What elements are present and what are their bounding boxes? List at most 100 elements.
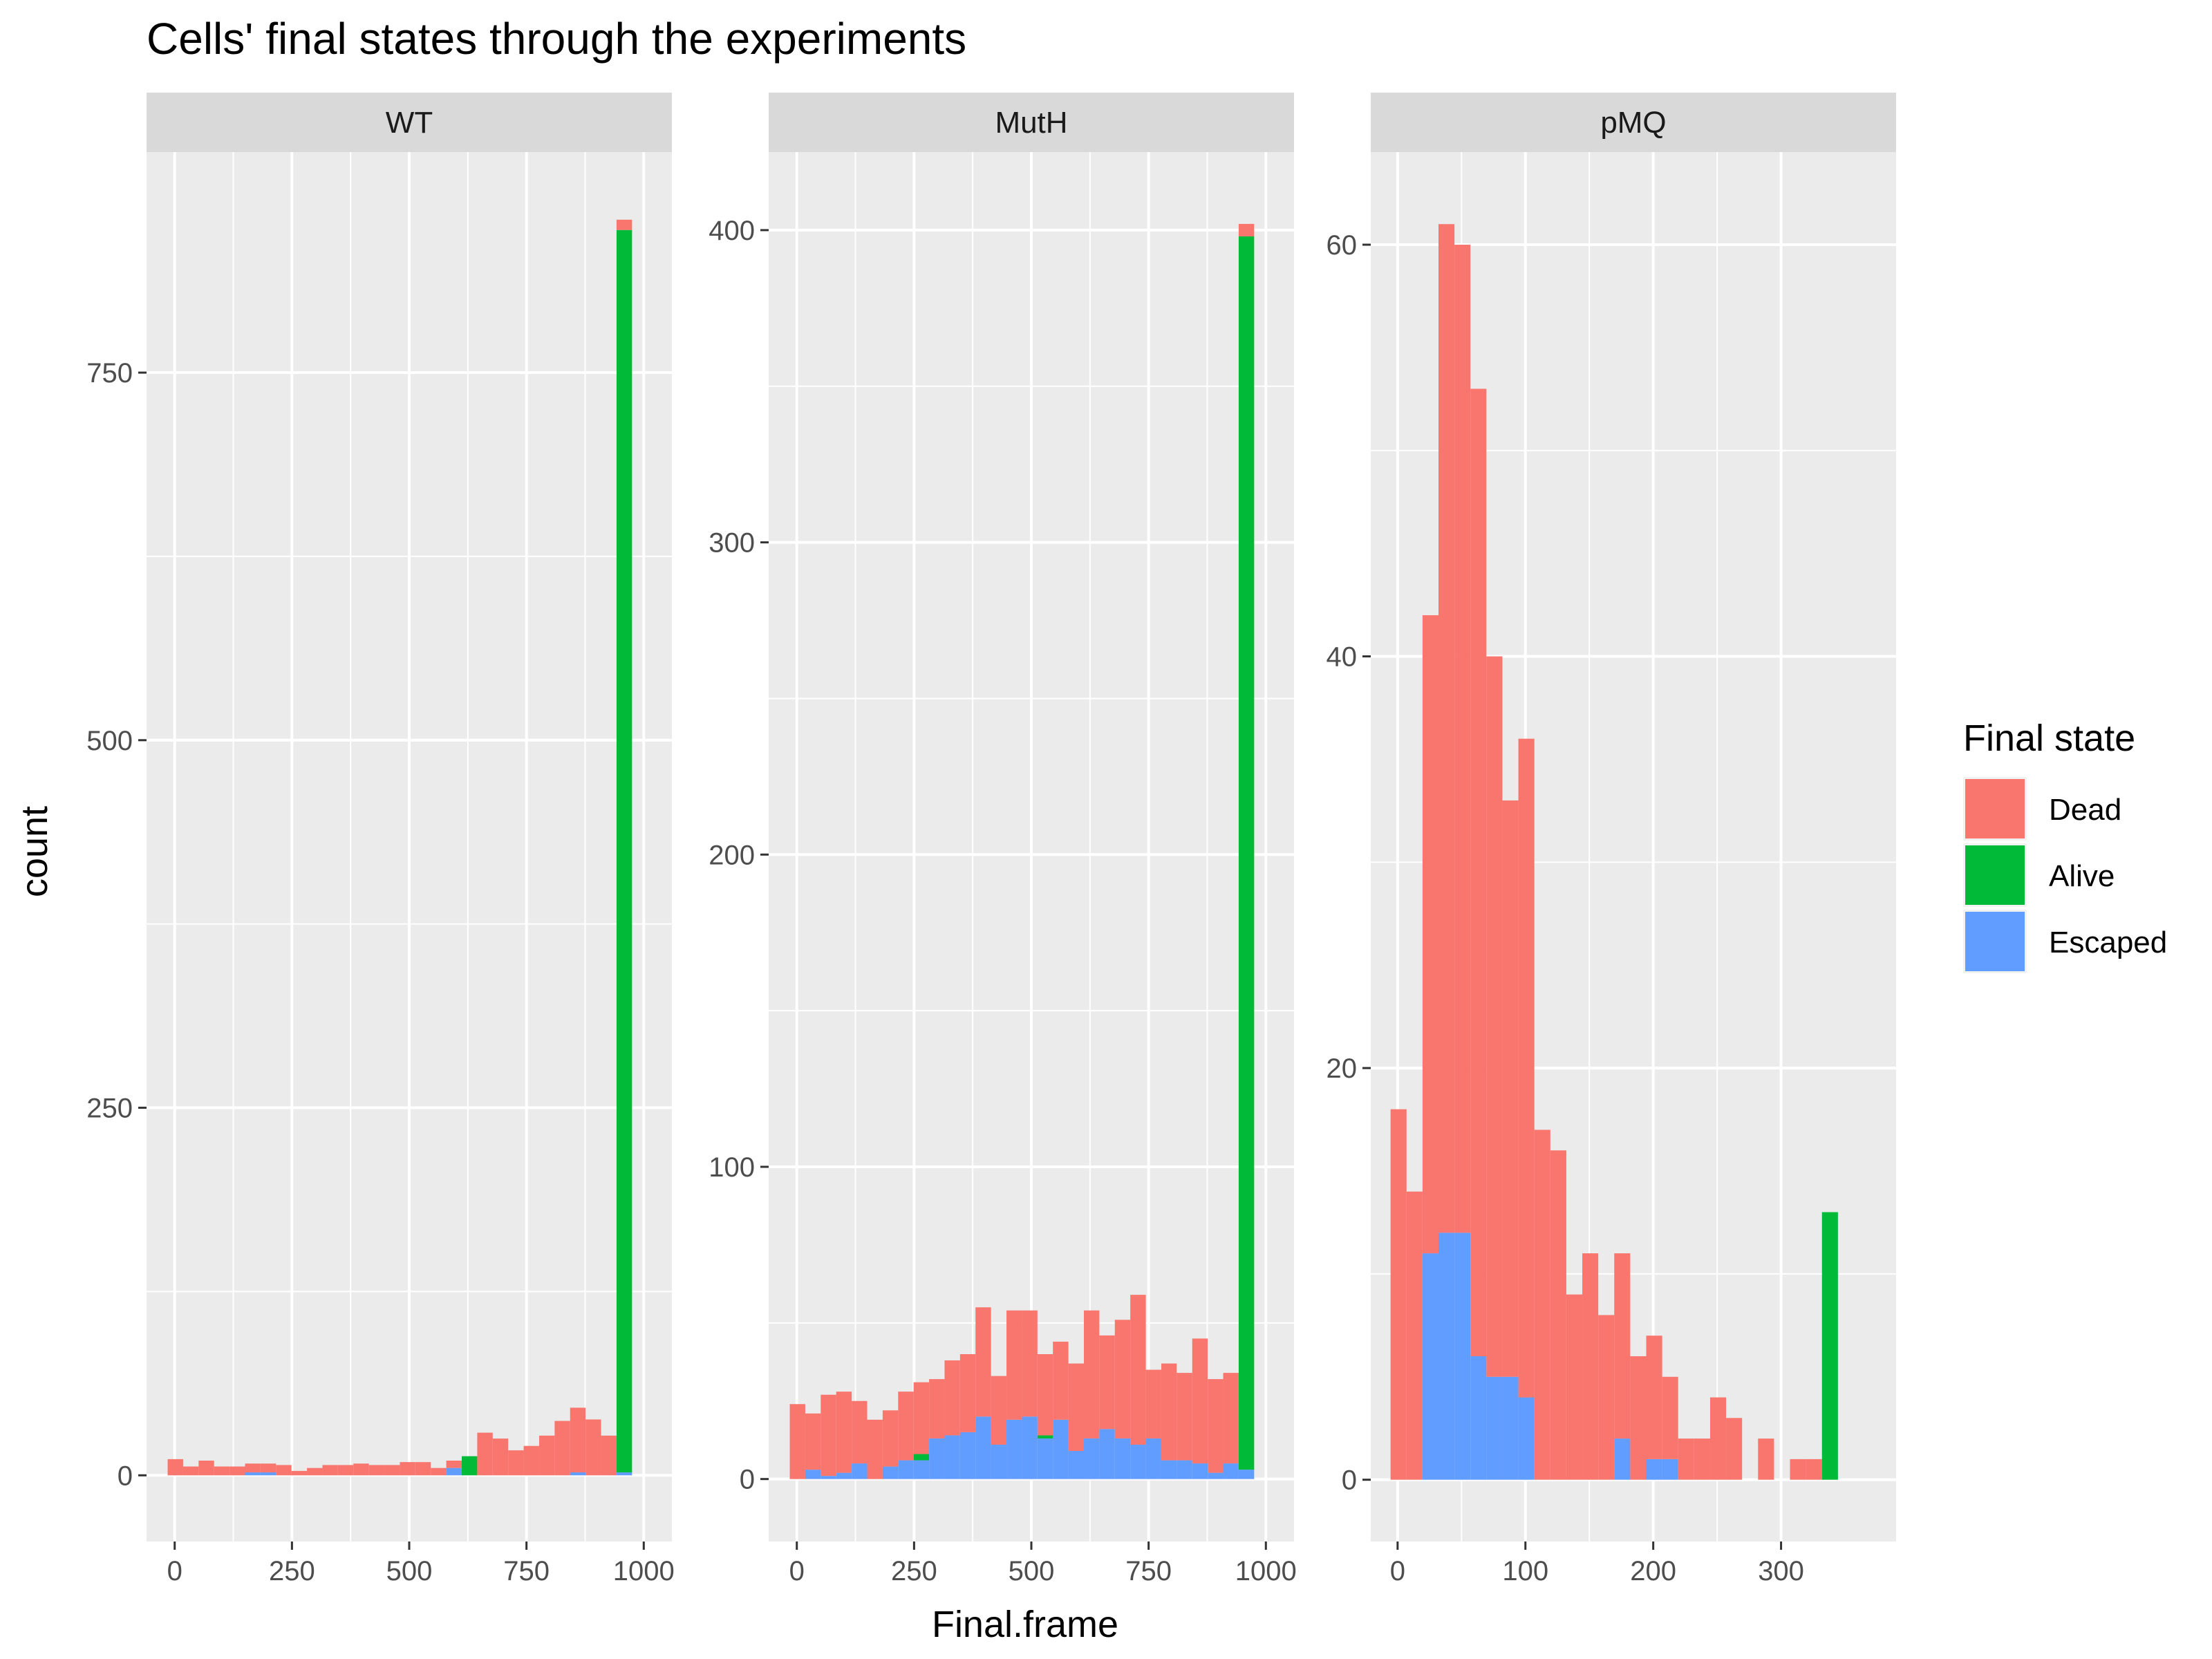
bar-escaped [1223, 1463, 1239, 1479]
bar-dead [975, 1307, 991, 1417]
x-tick-label: 250 [269, 1556, 315, 1586]
bar-dead [322, 1465, 338, 1476]
bar-escaped [1454, 1232, 1471, 1480]
bar-dead [821, 1394, 836, 1477]
bar-escaped [821, 1476, 836, 1479]
x-tick-label: 250 [891, 1556, 937, 1586]
y-tick-label: 500 [86, 726, 133, 756]
bar-escaped [1422, 1253, 1439, 1480]
bar-dead [508, 1450, 524, 1476]
bar-dead [1084, 1310, 1100, 1438]
bar-dead [867, 1419, 883, 1479]
bar-dead [1022, 1310, 1038, 1417]
bar-dead [1502, 800, 1519, 1377]
bar-dead [585, 1419, 601, 1476]
bar-escaped [944, 1435, 960, 1479]
x-tick-label: 0 [789, 1556, 805, 1586]
bar-escaped [1192, 1463, 1208, 1479]
bar-alive [913, 1454, 930, 1461]
bar-escaped [616, 1472, 632, 1476]
bar-dead [1208, 1379, 1224, 1473]
bar-dead [229, 1466, 245, 1476]
bar-dead [1582, 1253, 1599, 1480]
bar-alive [1821, 1212, 1838, 1480]
bar-escaped [882, 1466, 899, 1479]
bar-dead [913, 1382, 930, 1454]
bar-dead [1422, 615, 1439, 1254]
bar-dead [1550, 1150, 1566, 1480]
bar-escaped [1646, 1459, 1662, 1480]
bar-dead [353, 1463, 369, 1476]
bar-escaped [1006, 1419, 1022, 1479]
x-tick-label: 500 [386, 1556, 433, 1586]
bar-dead [1566, 1294, 1583, 1480]
bar-escaped [1068, 1451, 1084, 1479]
bar-dead [1486, 656, 1503, 1377]
bar-dead [384, 1465, 400, 1476]
x-tick-label: 200 [1630, 1556, 1676, 1586]
bar-dead [1223, 1373, 1239, 1464]
bar-escaped [1099, 1429, 1115, 1479]
bar-dead [1662, 1376, 1678, 1459]
legend-label-escaped: Escaped [2049, 926, 2167, 959]
facet-wt: WT 0 250 500 750 0 250 500 750 1000 [86, 93, 675, 1586]
bar-escaped [1114, 1438, 1131, 1479]
facet-strip [769, 93, 1294, 152]
x-axis-title: Final.frame [932, 1604, 1118, 1645]
bar-escaped [1238, 1470, 1255, 1479]
facet-strip-label: WT [386, 106, 433, 140]
bar-dead [1709, 1397, 1727, 1480]
bar-dead [1678, 1438, 1694, 1480]
bar-escaped [805, 1470, 821, 1479]
x-tick-label: 0 [167, 1556, 182, 1586]
bar-dead [1006, 1310, 1022, 1420]
bar-escaped [991, 1444, 1007, 1479]
bar-dead [260, 1463, 276, 1473]
bar-dead [570, 1407, 586, 1473]
bar-dead [1470, 388, 1487, 1356]
bar-escaped [836, 1472, 852, 1479]
bar-escaped [1130, 1444, 1146, 1479]
legend-swatch-dead [1965, 779, 2025, 838]
bar-escaped [1177, 1460, 1192, 1479]
bar-dead [1053, 1341, 1069, 1420]
bar-dead [1518, 738, 1535, 1398]
bar-dead [1390, 1109, 1407, 1480]
bar-escaped [1145, 1438, 1161, 1479]
bar-dead [1238, 223, 1255, 236]
bar-escaped [1053, 1419, 1069, 1479]
bar-dead [400, 1462, 415, 1476]
facet-strip [147, 93, 672, 152]
bar-dead [245, 1463, 261, 1473]
bar-dead [1130, 1295, 1146, 1445]
bar-escaped [959, 1432, 976, 1479]
facet-strip-label: pMQ [1600, 106, 1666, 140]
bar-dead [307, 1468, 323, 1476]
bar-dead [805, 1413, 821, 1470]
bar-dead [944, 1360, 960, 1436]
bar-escaped [1662, 1459, 1678, 1480]
bar-dead [446, 1461, 462, 1468]
bar-dead [291, 1470, 308, 1476]
bar-escaped [929, 1438, 945, 1479]
bar-escaped [975, 1416, 991, 1479]
bar-dead [538, 1435, 555, 1476]
bar-escaped [446, 1468, 462, 1476]
y-tick-label: 60 [1327, 230, 1358, 261]
bar-dead [898, 1391, 914, 1461]
y-tick-label: 40 [1327, 642, 1358, 673]
x-tick-label: 750 [1125, 1556, 1172, 1586]
bar-dead [1099, 1335, 1115, 1430]
facet-strip [1371, 93, 1896, 152]
bar-dead [852, 1400, 868, 1464]
bar-dead [368, 1465, 385, 1476]
legend: Final state Dead Alive Escaped [1963, 718, 2167, 973]
bar-dead [1758, 1438, 1774, 1480]
y-tick-label: 300 [709, 528, 755, 559]
bar-dead [1037, 1353, 1053, 1436]
bar-escaped [1614, 1438, 1631, 1480]
legend-label-alive: Alive [2049, 859, 2115, 893]
legend-swatch-escaped [1965, 912, 2025, 971]
